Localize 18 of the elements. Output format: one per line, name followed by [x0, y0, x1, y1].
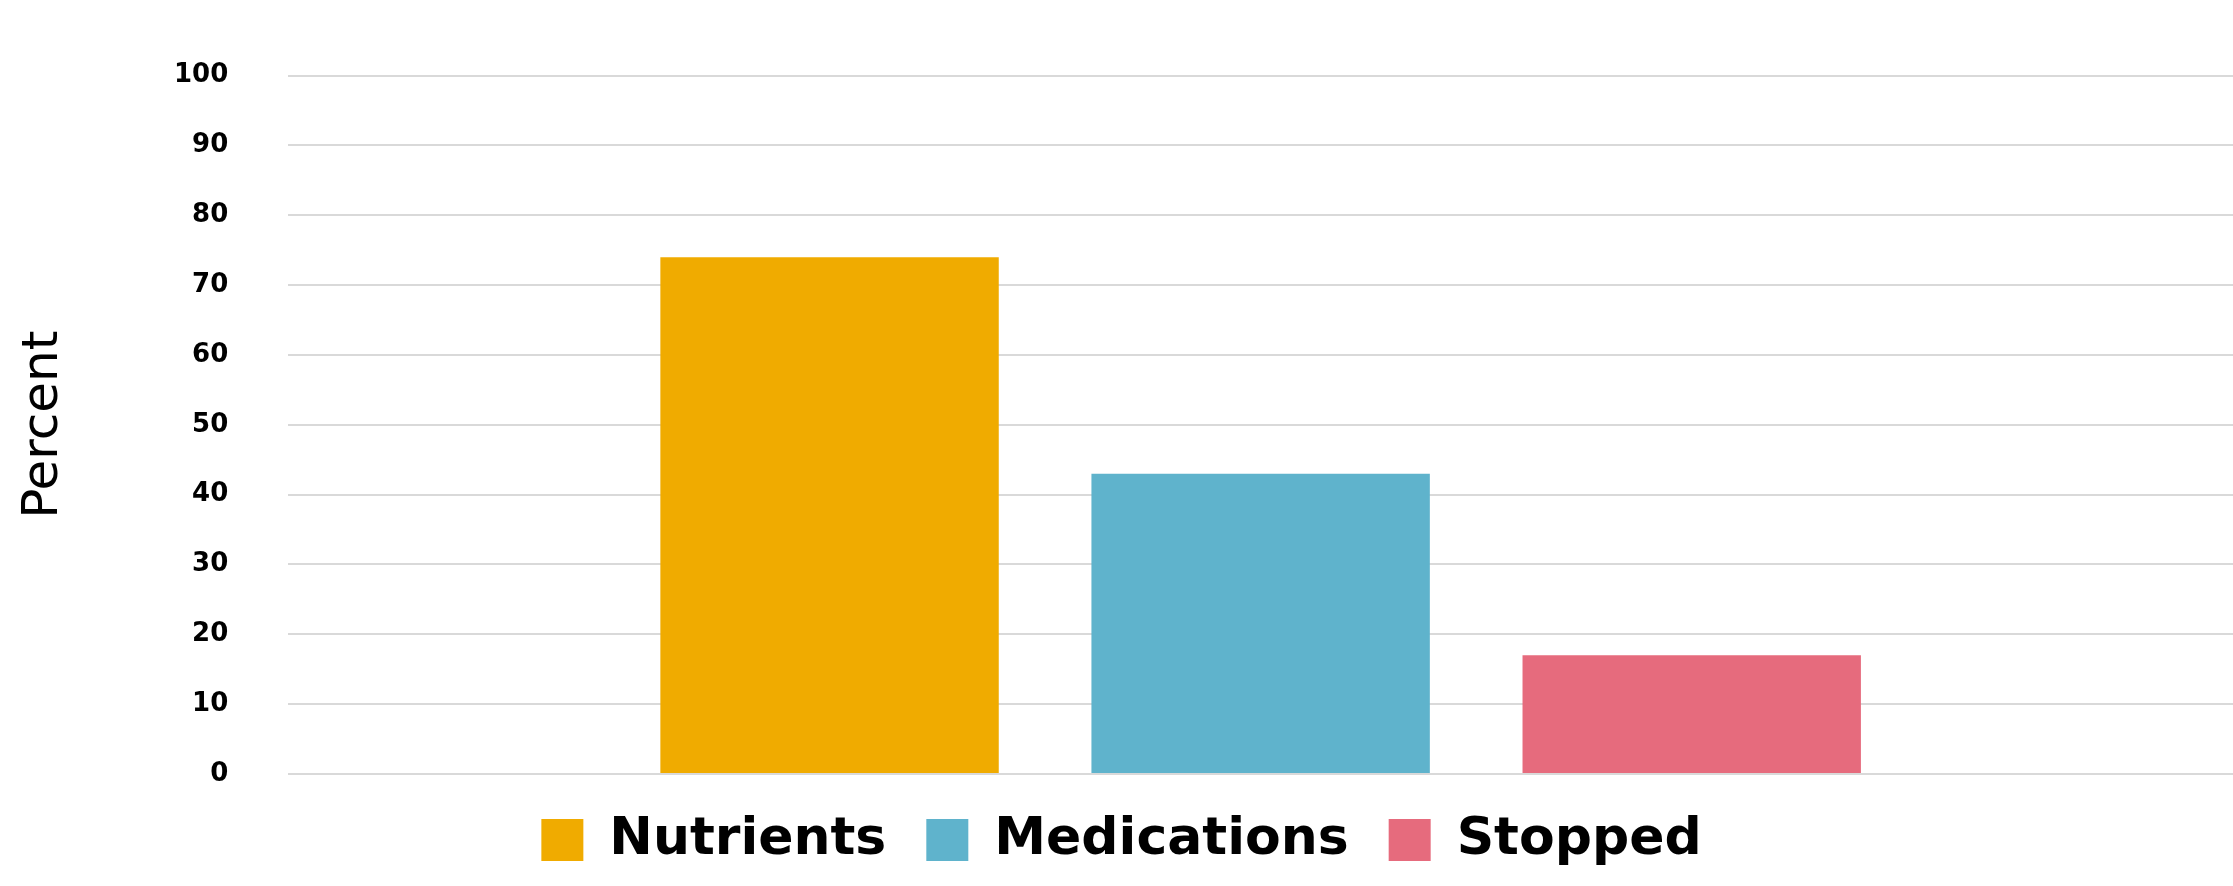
y-tick-label: 80: [192, 198, 229, 229]
y-tick-label: 10: [192, 686, 229, 717]
legend-label: Medications: [994, 805, 1349, 866]
bar: [1091, 473, 1430, 773]
y-tick-label: 30: [192, 547, 229, 578]
y-tick-label: 0: [210, 756, 229, 787]
y-tick-label: 40: [192, 477, 229, 508]
y-tick-label: 90: [192, 128, 229, 159]
y-tick-label: 100: [173, 58, 229, 89]
y-tick-label: 50: [192, 407, 229, 438]
bar: [1522, 655, 1861, 773]
bar: [660, 257, 999, 773]
y-tick-label: 20: [192, 617, 229, 648]
y-axis-title: Percent: [10, 330, 69, 519]
legend-label: Nutrients: [609, 805, 887, 866]
y-tick-label: 70: [192, 267, 229, 298]
legend-label: Stopped: [1456, 805, 1702, 866]
y-tick-label: 60: [192, 337, 229, 368]
